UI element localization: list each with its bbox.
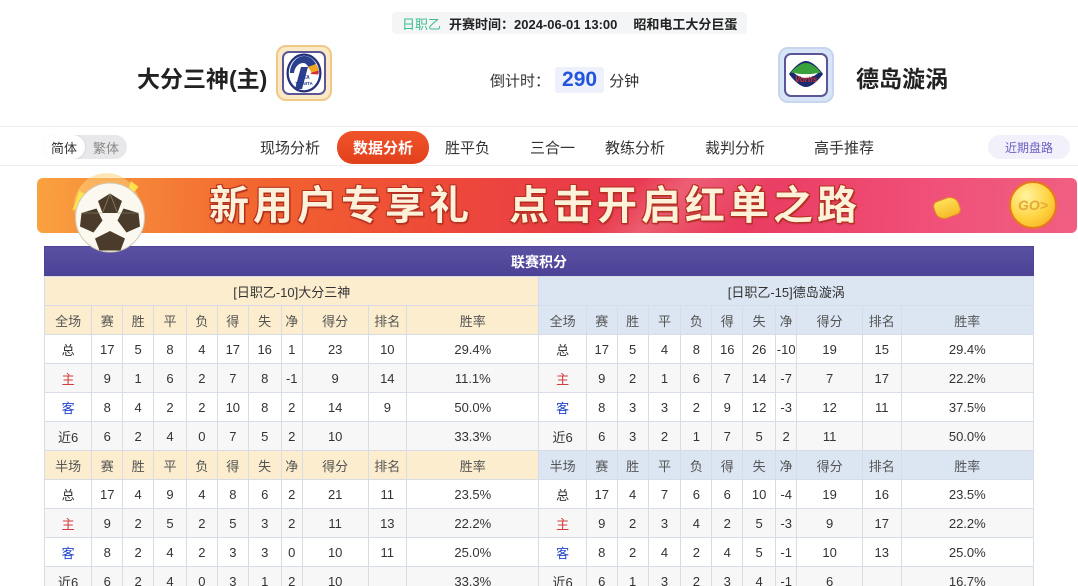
- svg-text:TRINITA: TRINITA: [295, 81, 313, 86]
- svg-text:Vortis: Vortis: [795, 75, 818, 84]
